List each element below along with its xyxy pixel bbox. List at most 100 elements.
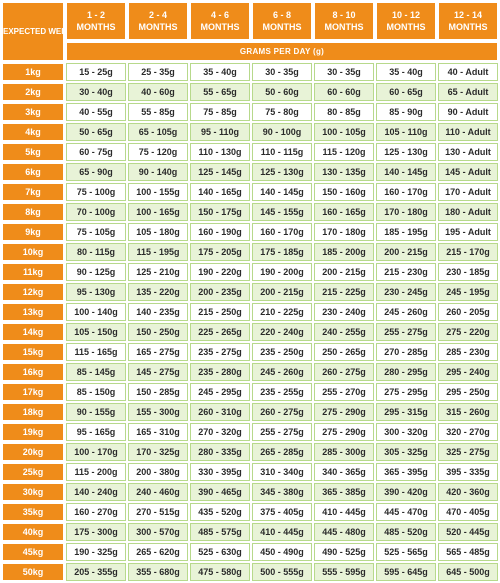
grams-per-day-cell: 200 - 215g — [376, 243, 436, 261]
grams-per-day-cell: 450 - 490g — [252, 543, 312, 561]
grams-per-day-cell: 170 - 325g — [128, 443, 188, 461]
table-row: 7kg 75 - 100g 100 - 155g 140 - 165g 140 - 14… — [2, 183, 498, 201]
grams-per-day-cell: 160 - 165g — [314, 203, 374, 221]
grams-per-day-cell: 230 - 185g — [438, 263, 498, 281]
grams-per-day-cell: 215 - 230g — [376, 263, 436, 281]
dog-weight-cell: 50kg — [2, 563, 64, 581]
grams-per-day-cell: 255 - 275g — [376, 323, 436, 341]
grams-per-day-cell: 75 - 105g — [66, 223, 126, 241]
grams-per-day-cell: 65 - 105g — [128, 123, 188, 141]
grams-per-day-cell: 310 - 340g — [252, 463, 312, 481]
dog-weight-cell: 20kg — [2, 443, 64, 461]
grams-per-day-cell: 90 - 100g — [252, 123, 312, 141]
grams-per-day-cell: 100 - 105g — [314, 123, 374, 141]
dog-weight-cell: 8kg — [2, 203, 64, 221]
age-range-label: 10 - 12 — [391, 10, 421, 20]
dog-weight-cell: 1kg — [2, 63, 64, 81]
grams-per-day-cell: 75 - 85g — [190, 103, 250, 121]
grams-per-day-cell: 390 - 420g — [376, 483, 436, 501]
table-row: 12kg 95 - 130g 135 - 220g 200 - 235g 200 - 2… — [2, 283, 498, 301]
grams-per-day-cell: 235 - 280g — [190, 363, 250, 381]
table-row: 10kg 80 - 115g 115 - 195g 175 - 205g 175 - 1… — [2, 243, 498, 261]
grams-per-day-cell: 145 - 155g — [252, 203, 312, 221]
grams-per-day-cell: 275 - 290g — [314, 403, 374, 421]
age-column-header: 12 - 14 MONTHS — [438, 2, 498, 40]
table-row: 2kg 30 - 40g 40 - 60g 55 - 65g 50 - 60g 60 - … — [2, 83, 498, 101]
dog-weight-cell: 4kg — [2, 123, 64, 141]
grams-per-day-cell: 215 - 225g — [314, 283, 374, 301]
grams-per-day-cell: 555 - 595g — [314, 563, 374, 581]
grams-per-day-cell: 260 - 310g — [190, 403, 250, 421]
grams-per-day-cell: 260 - 205g — [438, 303, 498, 321]
grams-per-day-cell: 235 - 250g — [252, 343, 312, 361]
dog-weight-cell: 25kg — [2, 463, 64, 481]
grams-per-day-cell: 110 - 130g — [190, 143, 250, 161]
grams-per-day-cell: 110 - 115g — [252, 143, 312, 161]
grams-per-day-cell: 265 - 620g — [128, 543, 188, 561]
grams-per-day-cell: 140 - 240g — [66, 483, 126, 501]
grams-per-day-cell: 185 - 200g — [314, 243, 374, 261]
table-row: 4kg 50 - 65g 65 - 105g 95 - 110g 90 - 100g 10… — [2, 123, 498, 141]
age-column-header: 1 - 2 MONTHS — [66, 2, 126, 40]
grams-per-day-cell: 70 - 100g — [66, 203, 126, 221]
grams-per-day-header: GRAMS PER DAY (g) — [66, 42, 498, 61]
grams-per-day-cell: 165 - 275g — [128, 343, 188, 361]
grams-per-day-cell: 25 - 35g — [128, 63, 188, 81]
grams-per-day-cell: 175 - 300g — [66, 523, 126, 541]
table-header-row: EXPECTED WEIGHT OF ADULT DOG (kg) 1 - 2 M… — [2, 2, 498, 61]
dog-weight-cell: 30kg — [2, 483, 64, 501]
grams-per-day-cell: 115 - 200g — [66, 463, 126, 481]
dog-weight-cell: 7kg — [2, 183, 64, 201]
dog-weight-cell: 5kg — [2, 143, 64, 161]
grams-per-day-cell: 160 - 170g — [252, 223, 312, 241]
age-range-label: 6 - 8 — [272, 10, 291, 20]
grams-per-day-cell: 30 - 40g — [66, 83, 126, 101]
grams-per-day-cell: 150 - 160g — [314, 183, 374, 201]
grams-per-day-cell: 200 - 215g — [314, 263, 374, 281]
grams-per-day-cell: 420 - 360g — [438, 483, 498, 501]
table-row: 13kg 100 - 140g 140 - 235g 215 - 250g 210 - … — [2, 303, 498, 321]
grams-per-day-cell: 285 - 300g — [314, 443, 374, 461]
age-column-header: 2 - 4 MONTHS — [128, 2, 188, 40]
grams-per-day-cell: 100 - 165g — [128, 203, 188, 221]
grams-per-day-cell: 200 - 215g — [252, 283, 312, 301]
grams-per-day-cell: 55 - 65g — [190, 83, 250, 101]
table-row: 25kg 115 - 200g 200 - 380g 330 - 395g 310 - … — [2, 463, 498, 481]
age-column-header: 4 - 6 MONTHS — [190, 2, 250, 40]
grams-per-day-cell: 520 - 445g — [438, 523, 498, 541]
grams-per-day-cell: 155 - 300g — [128, 403, 188, 421]
grams-per-day-cell: 230 - 245g — [376, 283, 436, 301]
age-column-header: 10 - 12 MONTHS — [376, 2, 436, 40]
table-row: 18kg 90 - 155g 155 - 300g 260 - 310g 260 - 2… — [2, 403, 498, 421]
grams-per-day-cell: 135 - 220g — [128, 283, 188, 301]
grams-per-day-cell: 270 - 320g — [190, 423, 250, 441]
grams-per-day-cell: 55 - 85g — [128, 103, 188, 121]
grams-per-day-cell: 140 - 145g — [376, 163, 436, 181]
grams-per-day-cell: 85 - 145g — [66, 363, 126, 381]
grams-per-day-cell: 280 - 335g — [190, 443, 250, 461]
grams-per-day-cell: 170 - Adult — [438, 183, 498, 201]
grams-per-day-cell: 245 - 260g — [252, 363, 312, 381]
grams-per-day-cell: 255 - 275g — [252, 423, 312, 441]
table-row: 6kg 65 - 90g 90 - 140g 125 - 145g 125 - 130g… — [2, 163, 498, 181]
grams-per-day-cell: 485 - 520g — [376, 523, 436, 541]
grams-per-day-cell: 115 - 120g — [314, 143, 374, 161]
table-row: 20kg 100 - 170g 170 - 325g 280 - 335g 265 - … — [2, 443, 498, 461]
dog-weight-cell: 10kg — [2, 243, 64, 261]
dog-weight-cell: 35kg — [2, 503, 64, 521]
table-row: 50kg 205 - 355g 355 - 680g 475 - 580g 500 - … — [2, 563, 498, 581]
grams-per-day-cell: 90 - Adult — [438, 103, 498, 121]
age-column-header: 8 - 10 MONTHS — [314, 2, 374, 40]
grams-per-day-cell: 65 - 90g — [66, 163, 126, 181]
grams-per-day-cell: 130 - Adult — [438, 143, 498, 161]
grams-per-day-cell: 100 - 155g — [128, 183, 188, 201]
grams-per-day-cell: 205 - 355g — [66, 563, 126, 581]
grams-per-day-cell: 85 - 90g — [376, 103, 436, 121]
grams-per-day-cell: 95 - 110g — [190, 123, 250, 141]
table-row: 45kg 190 - 325g 265 - 620g 525 - 630g 450 - … — [2, 543, 498, 561]
grams-per-day-cell: 30 - 35g — [314, 63, 374, 81]
grams-per-day-cell: 75 - 120g — [128, 143, 188, 161]
grams-per-day-cell: 210 - 225g — [252, 303, 312, 321]
